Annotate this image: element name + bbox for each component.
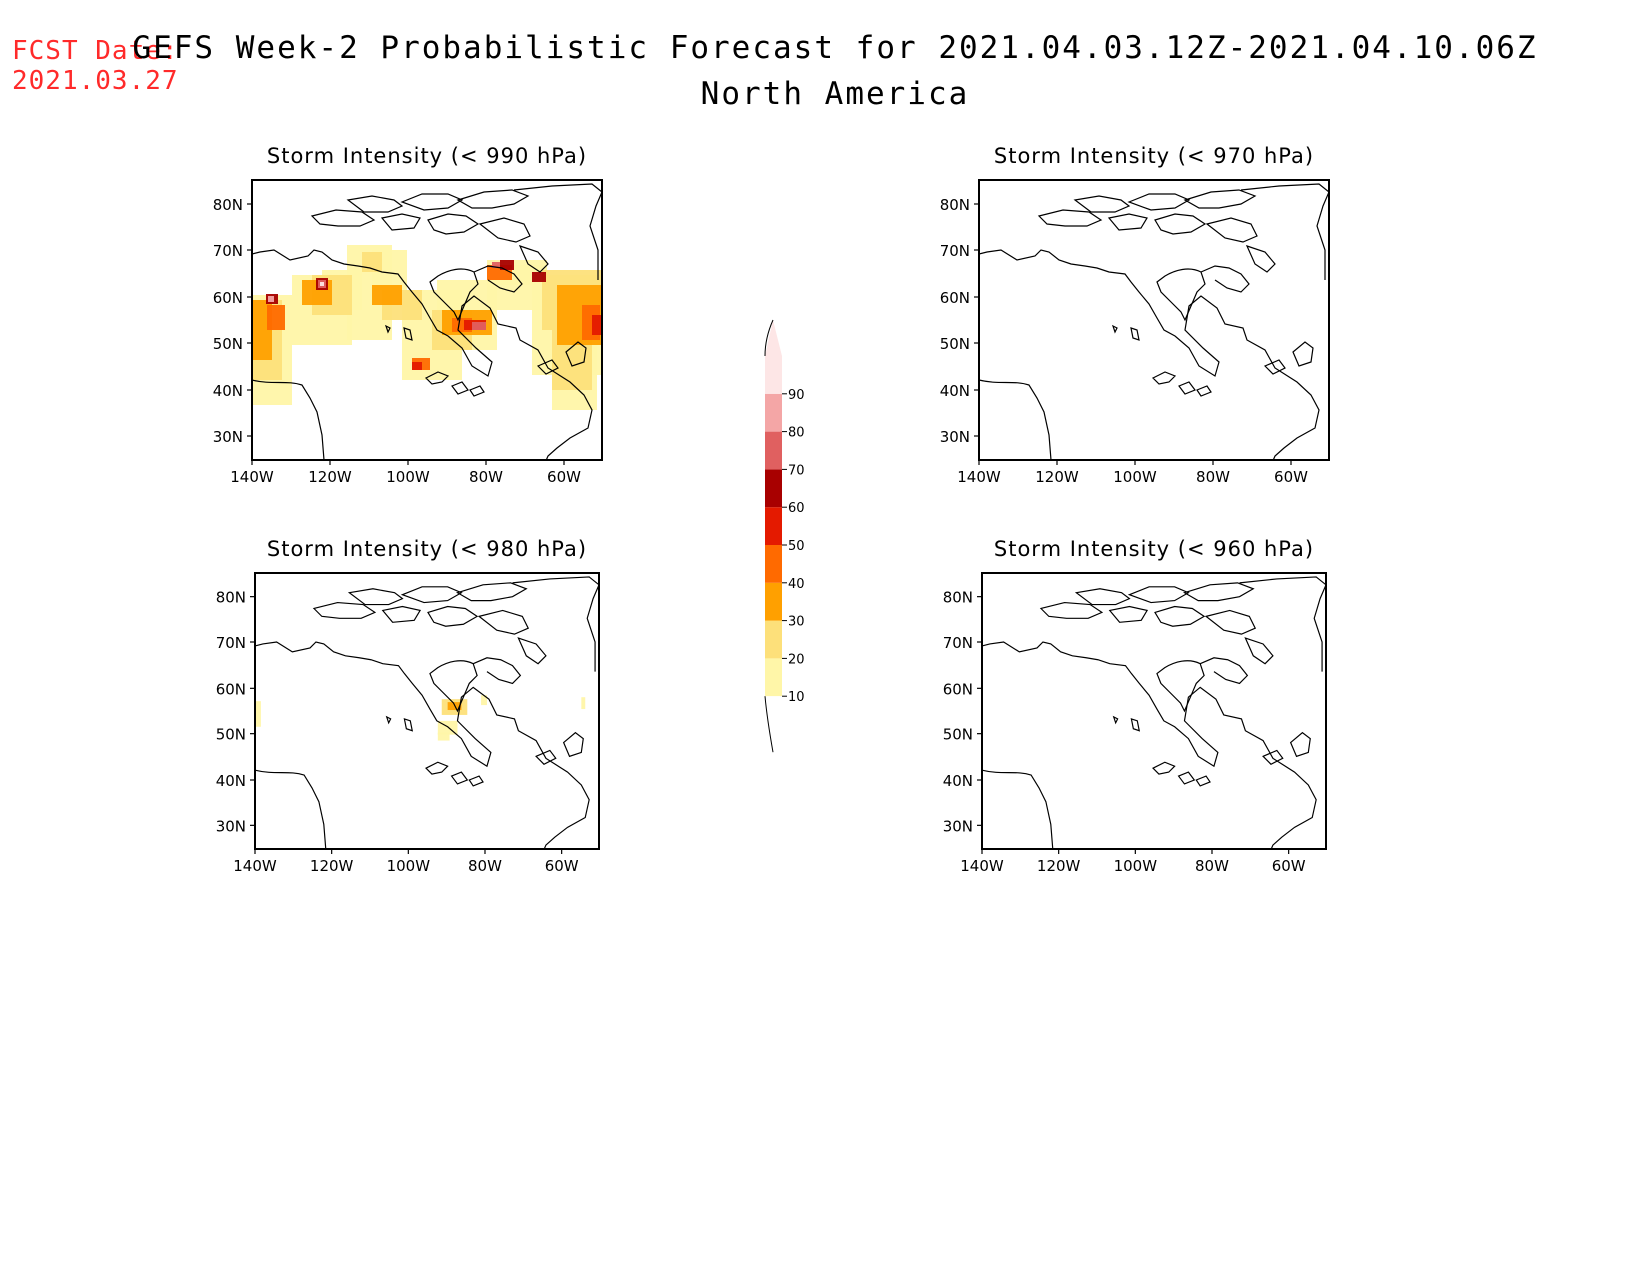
lat-tick-label: 50N [216, 726, 246, 744]
probability-cell [481, 695, 487, 706]
lat-tick-label: 50N [213, 335, 243, 353]
lat-tick-label: 40N [940, 382, 970, 400]
lat-tick-label: 60N [940, 289, 970, 307]
lat-tick-label: 50N [943, 726, 973, 744]
lon-tick-label: 100W [387, 857, 431, 875]
coastline [982, 576, 1326, 849]
fcst-date: 2021.03.27 [12, 66, 179, 96]
lon-tick-label: 60W [547, 468, 581, 486]
probability-cell [492, 262, 500, 268]
lon-tick-label: 140W [960, 857, 1004, 875]
colorbar-label: 10 [788, 690, 805, 705]
panel-storm-990: Storm Intensity (< 990 hPa) 80N 70N 60N 50N 4… [213, 144, 603, 486]
colorbar-label: 20 [788, 652, 805, 667]
lon-tick-label: 100W [1113, 468, 1157, 486]
probability-cell [412, 362, 422, 370]
colorbar-swatch [765, 393, 782, 432]
fcst-label: FCST Date: [12, 36, 179, 66]
colorbar-swatch [765, 582, 782, 621]
probability-cell [581, 697, 586, 710]
lon-tick-label: 120W [310, 857, 354, 875]
colorbar-label: 50 [788, 539, 805, 554]
lon-tick-label: 100W [1114, 857, 1158, 875]
panel-storm-960: Storm Intensity (< 960 hPa) 80N 70N 60N 50N 4… [943, 537, 1327, 875]
colorbar-legend: 10 20 30 40 50 60 70 80 90 [764, 319, 805, 753]
colorbar-swatch [765, 507, 782, 545]
page-subtitle: North America [700, 76, 970, 112]
lat-tick-label: 70N [943, 634, 973, 652]
page-title: GEFS Week-2 Probabilistic Forecast for 2… [132, 30, 1538, 66]
lat-tick-label: 60N [943, 680, 973, 698]
colorbar-label: 40 [788, 577, 805, 592]
panel-title: Storm Intensity (< 990 hPa) [267, 144, 587, 168]
colorbar-swatch [765, 658, 782, 697]
lat-tick-label: 30N [943, 817, 973, 835]
colorbar-label: 90 [788, 388, 805, 403]
lat-tick-label: 30N [216, 817, 246, 835]
probability-cell [437, 732, 450, 741]
panel-title: Storm Intensity (< 970 hPa) [994, 144, 1314, 168]
coastline [255, 576, 599, 849]
lat-tick-label: 70N [213, 242, 243, 260]
lat-tick-label: 80N [213, 196, 243, 214]
lat-tick-label: 80N [940, 196, 970, 214]
probability-cell [267, 305, 285, 330]
lat-tick-label: 80N [943, 589, 973, 607]
colorbar-swatch [765, 620, 782, 659]
panel-storm-980: Storm Intensity (< 980 hPa) 80N 70N 60N 50N 4… [216, 537, 600, 875]
lon-tick-label: 120W [1037, 857, 1081, 875]
panel-title: Storm Intensity (< 980 hPa) [267, 537, 587, 561]
lon-tick-label: 120W [308, 468, 352, 486]
forecast-date-label: FCST Date: 2021.03.27 [12, 36, 179, 96]
probability-cell [532, 272, 546, 282]
lat-tick-label: 80N [216, 589, 246, 607]
lon-tick-label: 60W [1272, 857, 1306, 875]
lon-tick-label: 60W [545, 857, 579, 875]
probability-cell [320, 282, 324, 286]
lon-tick-label: 80W [469, 468, 503, 486]
probability-cell [472, 322, 486, 330]
lon-tick-label: 140W [233, 857, 277, 875]
lat-tick-label: 50N [940, 335, 970, 353]
lon-tick-label: 140W [957, 468, 1001, 486]
panel-storm-970: Storm Intensity (< 970 hPa) 80N 70N 60N 50N 4… [940, 144, 1330, 486]
lon-tick-label: 80W [1196, 468, 1230, 486]
probability-cell [500, 260, 514, 270]
colorbar-swatch [765, 469, 782, 508]
probability-cell [255, 701, 261, 727]
lon-tick-label: 80W [1195, 857, 1229, 875]
lon-tick-label: 80W [468, 857, 502, 875]
lat-tick-label: 70N [216, 634, 246, 652]
lat-tick-label: 40N [213, 382, 243, 400]
lat-tick-label: 60N [216, 680, 246, 698]
lat-tick-label: 30N [213, 428, 243, 446]
colorbar-swatch [765, 356, 782, 394]
probability-cell [268, 296, 274, 302]
colorbar-label: 80 [788, 426, 805, 441]
lat-tick-label: 60N [213, 289, 243, 307]
colorbar-swatch [765, 545, 782, 583]
probability-cell [592, 315, 602, 335]
panel-title: Storm Intensity (< 960 hPa) [994, 537, 1314, 561]
lon-tick-label: 120W [1035, 468, 1079, 486]
lat-tick-label: 30N [940, 428, 970, 446]
lat-tick-label: 70N [940, 242, 970, 260]
colorbar-swatch [765, 431, 782, 470]
lon-tick-label: 100W [386, 468, 430, 486]
colorbar-label: 70 [788, 463, 805, 478]
colorbar-label: 60 [788, 501, 805, 516]
lon-tick-label: 140W [230, 468, 274, 486]
lat-tick-label: 40N [216, 772, 246, 790]
probability-cell [372, 285, 402, 305]
lon-tick-label: 60W [1274, 468, 1308, 486]
lat-tick-label: 40N [943, 772, 973, 790]
colorbar-label: 30 [788, 615, 805, 630]
